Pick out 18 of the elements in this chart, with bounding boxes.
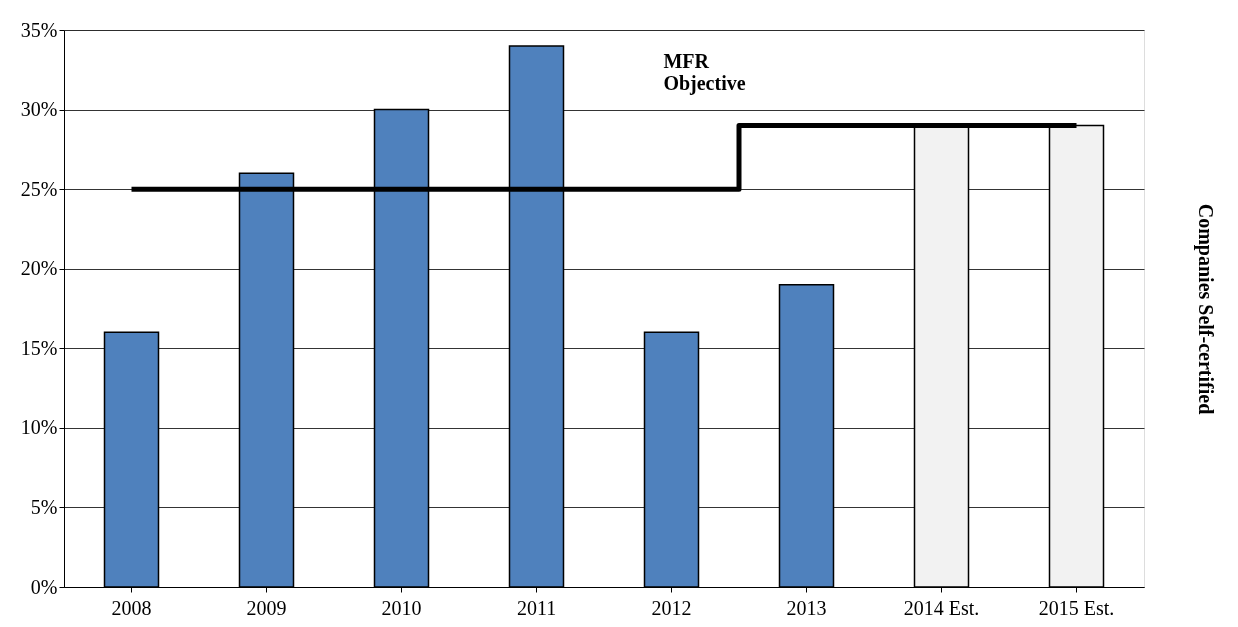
- annotation: MFR Objective: [663, 50, 746, 96]
- y-tick-label: 15%: [20, 336, 58, 359]
- x-tick-label: 2014 Est.: [903, 596, 980, 619]
- x-tick-label: 2008: [111, 596, 152, 619]
- y-tick-label: 0%: [30, 575, 58, 598]
- x-tick-label: 2013: [786, 596, 827, 619]
- y-tick-label: 5%: [30, 495, 58, 518]
- x-tick-label: 2011: [516, 596, 557, 619]
- x-tick-label: 2009: [246, 596, 287, 619]
- x-tick-label: 2012: [651, 596, 692, 619]
- x-tick-label: 2015 Est.: [1038, 596, 1115, 619]
- y-tick-label: 30%: [20, 98, 58, 121]
- y-tick-label: 35%: [20, 18, 58, 41]
- y-tick-label: 25%: [20, 177, 58, 200]
- y-tick-label: 10%: [20, 416, 58, 439]
- y2-axis-title: Companies Self-certified: [1193, 203, 1217, 415]
- y-tick-label: 20%: [20, 257, 58, 280]
- x-tick-label: 2010: [381, 596, 422, 619]
